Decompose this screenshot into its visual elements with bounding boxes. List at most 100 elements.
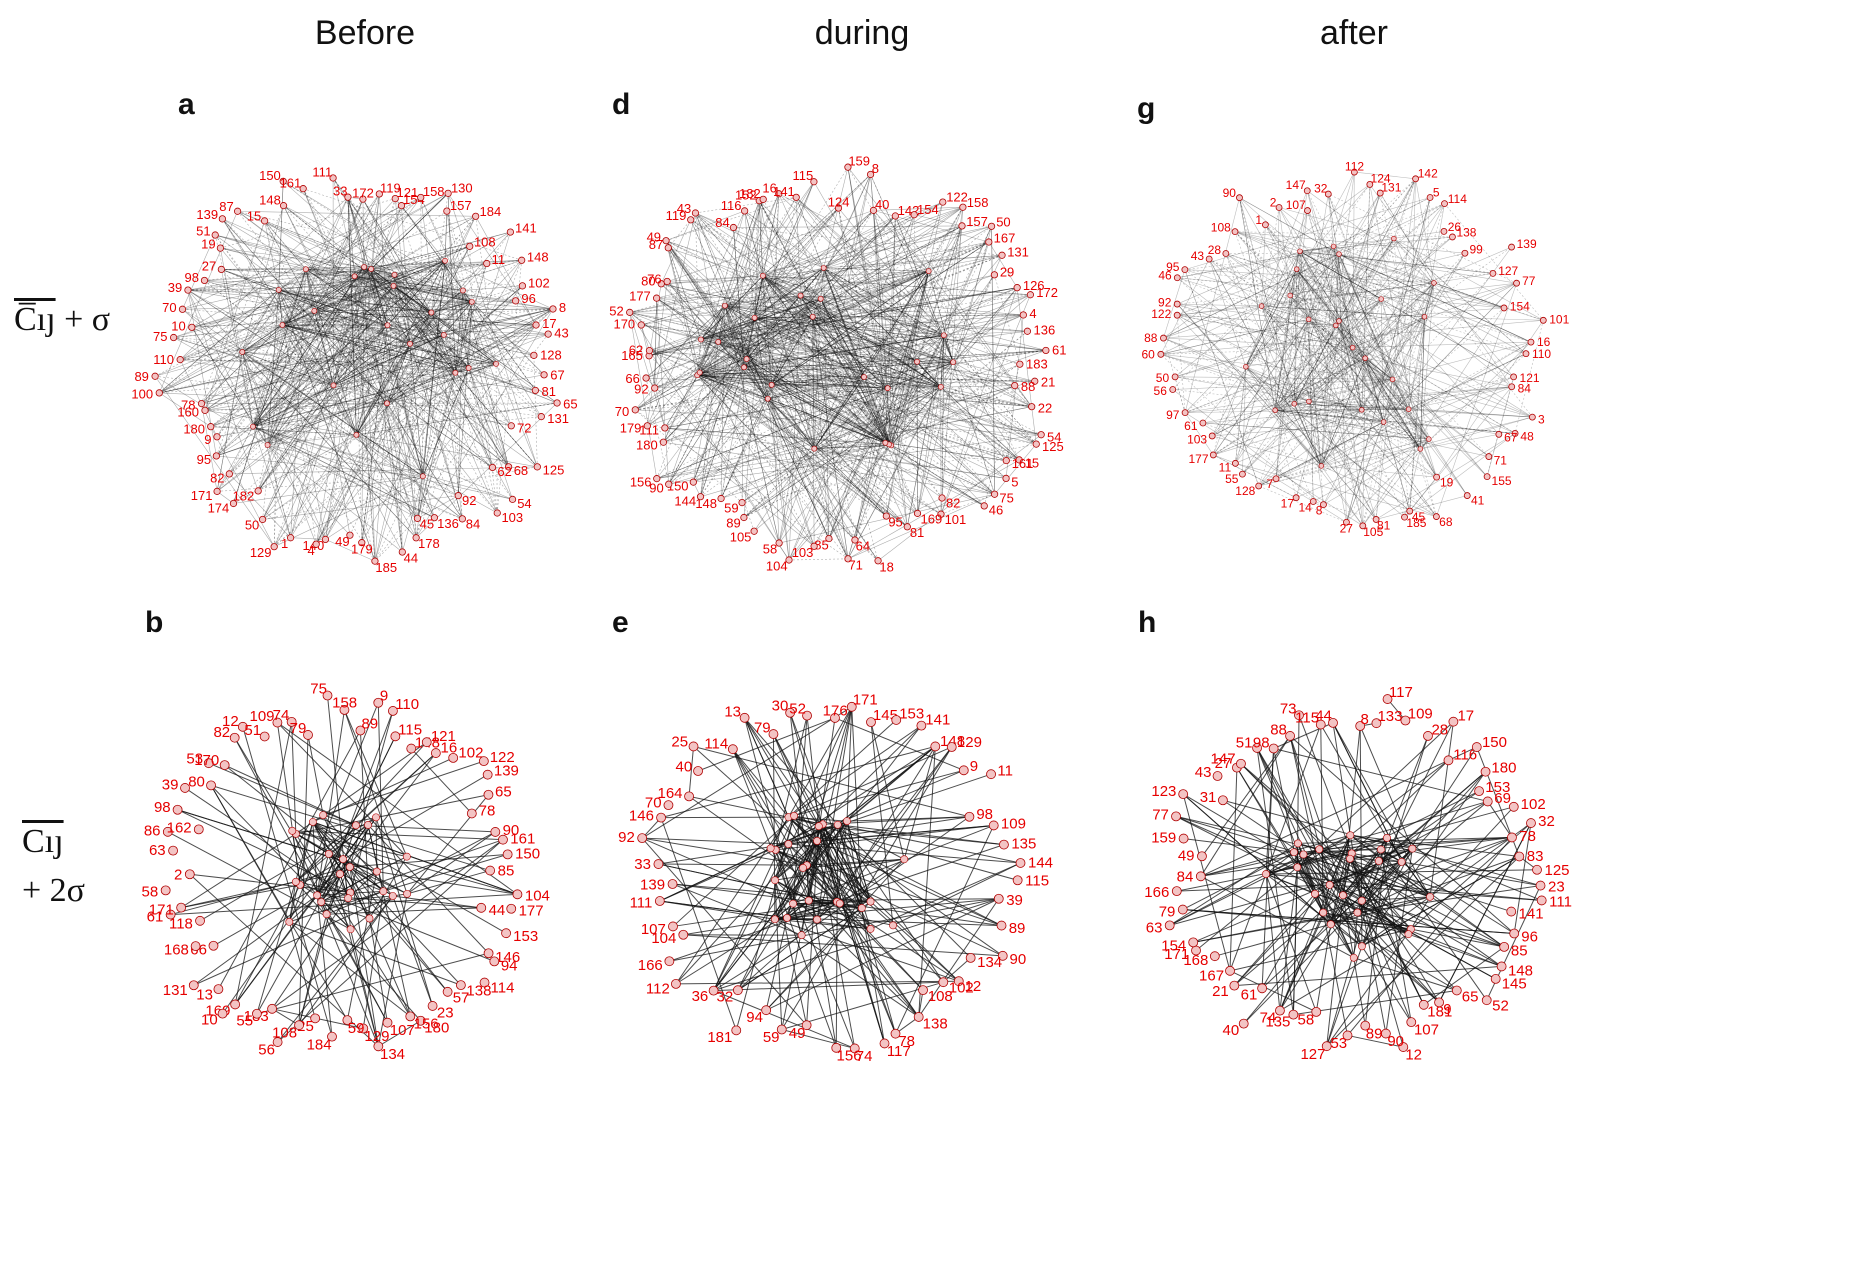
network-node	[430, 748, 441, 758]
network-edge	[393, 285, 424, 477]
network-edge	[823, 267, 886, 443]
network-edge	[649, 350, 865, 378]
network-edge	[743, 361, 954, 518]
network-edge	[743, 367, 1007, 461]
network-edge	[1275, 403, 1295, 411]
network-edge	[814, 448, 887, 517]
node-label: 124	[828, 194, 850, 209]
node-label: 107	[1414, 1021, 1439, 1038]
network-edge	[771, 316, 813, 385]
network-edge	[888, 331, 1028, 445]
network-edge	[743, 215, 896, 368]
network-edge	[1321, 341, 1532, 467]
network-edge	[1338, 253, 1437, 478]
network-edge	[1239, 197, 1301, 252]
network-node	[252, 1008, 262, 1019]
network-edge	[1338, 298, 1382, 322]
network-edge	[443, 324, 537, 336]
network-node	[346, 531, 354, 539]
network-node	[1173, 300, 1181, 308]
network-edge	[237, 210, 446, 262]
network-node	[1412, 175, 1419, 183]
network-node	[417, 193, 425, 202]
node-label: 70	[645, 794, 662, 811]
network-node	[485, 865, 496, 876]
network-edge	[1243, 861, 1402, 1024]
network-edge	[773, 733, 824, 825]
network-edge	[282, 197, 421, 326]
network-edge	[795, 197, 945, 336]
network-node	[1181, 266, 1189, 274]
network-edge	[242, 351, 268, 446]
network-edge	[718, 267, 824, 343]
node-label: 165	[621, 348, 643, 363]
network-edge	[1184, 269, 1259, 487]
network-edge	[1213, 246, 1512, 456]
network-edge	[394, 274, 417, 538]
network-edge	[1261, 306, 1322, 466]
network-edge	[1225, 253, 1262, 307]
network-edge	[774, 840, 818, 881]
network-edge	[837, 824, 972, 959]
network-node	[1209, 451, 1217, 459]
network-edge	[204, 301, 472, 411]
node-label: 43	[554, 326, 568, 341]
network-edge	[282, 324, 403, 553]
network-edge	[1294, 269, 1297, 404]
network-edge	[417, 495, 459, 519]
node-label: 10	[201, 1012, 218, 1029]
node-label: 125	[1544, 862, 1569, 879]
network-edge	[363, 266, 469, 369]
network-edge	[890, 271, 929, 446]
network-edge	[282, 324, 536, 391]
network-edge	[814, 376, 865, 449]
network-edge	[394, 274, 545, 376]
network-edge	[762, 193, 780, 276]
network-edge	[1333, 246, 1409, 410]
network-edge	[314, 310, 509, 468]
network-edge	[838, 207, 890, 445]
network-edge	[1321, 465, 1364, 526]
network-edge	[700, 339, 1042, 436]
network-edge	[314, 310, 334, 386]
network-edge	[629, 312, 666, 429]
network-edge	[1209, 258, 1353, 348]
network-edge	[758, 200, 764, 276]
network-node	[454, 492, 462, 500]
network-node	[303, 730, 313, 740]
node-label: 156	[837, 1048, 862, 1065]
network-edge	[668, 219, 691, 249]
network-edge	[887, 255, 1003, 389]
network-edge	[1261, 224, 1266, 307]
core-node	[789, 899, 797, 908]
network-edge	[370, 193, 449, 270]
network-edge	[1401, 746, 1478, 863]
core-node	[384, 322, 391, 329]
network-edge	[648, 298, 821, 357]
network-node	[237, 721, 248, 732]
network-edge	[823, 214, 915, 269]
network-edge	[814, 386, 941, 449]
network-edge	[724, 305, 745, 368]
node-label: 1	[281, 536, 288, 551]
network-edge	[370, 268, 456, 373]
network-edge	[282, 324, 493, 468]
node-label: 134	[380, 1046, 405, 1063]
network-edge	[1175, 815, 1304, 855]
network-edge	[216, 301, 472, 457]
network-edge	[718, 341, 769, 399]
network-edge	[386, 334, 445, 404]
core-node	[741, 364, 747, 371]
network-edge	[863, 294, 1031, 378]
network-node	[478, 756, 489, 767]
network-node	[731, 1025, 742, 1036]
network-edge	[743, 275, 764, 518]
node-label: 127	[1498, 264, 1518, 278]
network-edge	[159, 289, 279, 394]
network-edge	[767, 376, 865, 399]
network-node	[990, 271, 999, 279]
network-edge	[1275, 409, 1516, 434]
network-edge	[370, 268, 469, 369]
network-node	[913, 509, 922, 517]
